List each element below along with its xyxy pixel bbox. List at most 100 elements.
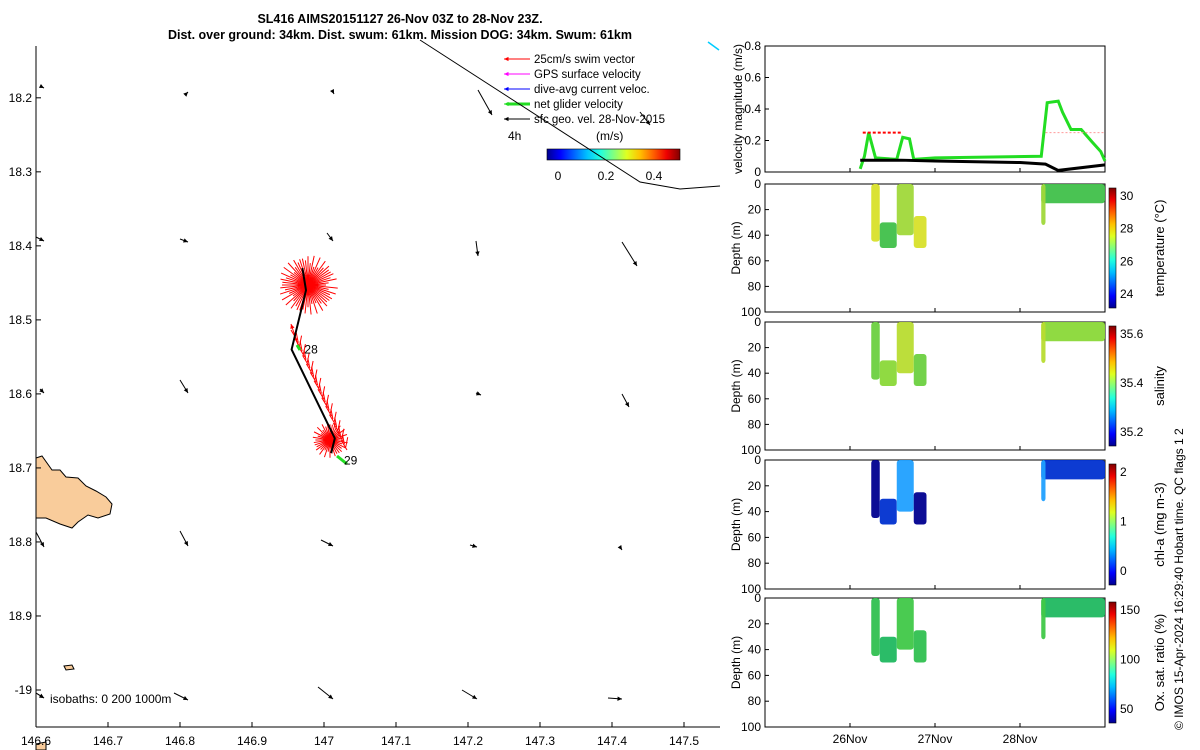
map-x-tick-label: 147.2 [453,734,483,748]
map-colorbar-tick: 0 [555,169,562,183]
geo-velocity-arrow [607,696,623,701]
island-land [35,455,113,529]
depth-tick-label: 40 [748,505,762,519]
legend-label: sfc geo. vel. 28-Nov-2015 [534,114,665,126]
colorbar-tick-label: 35.6 [1120,327,1144,341]
geo-velocity-arrow [639,111,651,126]
section-colorbar [1108,187,1117,309]
net-velocity-segment [295,344,302,351]
geo-velocity-arrow [39,84,45,89]
legend-swatch [504,116,530,122]
track-day-label: 29 [344,454,358,468]
geo-velocity-arrow [330,89,335,95]
map-x-tick-label: 147.3 [525,734,555,748]
map-x-tick-label: 147.4 [597,734,627,748]
legend-label: net glider velocity [534,99,623,111]
chart-title-line2: Dist. over ground: 34km. Dist. swum: 61k… [167,28,632,42]
section-colorbar [1108,601,1117,724]
velocity-panel-frame [764,45,1106,173]
depth-tick-label: 60 [748,392,762,406]
map-y-tick-label: 18.5 [9,313,33,327]
chart-title-line1: SL416 AIMS20151127 26-Nov 03Z to 28-Nov … [257,12,543,26]
depth-tick-label: 60 [748,668,762,682]
glider-track [290,267,336,454]
velocity-y-tick-label: 0.6 [744,71,761,85]
colorbar-tick-label: 0 [1120,564,1127,578]
geo-velocity-arrow [35,531,45,548]
depth-tick-label: 60 [748,254,762,268]
geo-velocity-line [860,158,1106,172]
section-colorbar [1108,463,1117,586]
section-data [871,322,1105,386]
colorbar-tick-label: 2 [1120,465,1127,479]
track-day-label: 28 [304,342,318,356]
section-data [871,184,1105,248]
colorbar-tick-label: 1 [1120,515,1127,529]
colorbar-label: salinity [1152,366,1167,406]
section-data [871,460,1105,525]
map-y-tick-label: 18.8 [9,535,33,549]
depth-tick-label: 40 [748,228,762,242]
isobaths-label: isobaths: 0 200 1000m [50,692,171,706]
depth-tick-label: 80 [748,556,762,570]
colorbar-tick-label: 24 [1120,287,1134,301]
geo-velocity-arrow [320,539,334,547]
depth-tick-label: 20 [748,479,762,493]
legend-swatch [504,86,530,92]
map-colorbar-label: (m/s) [596,129,623,143]
map-colorbar [546,148,681,161]
time-tick-label: 27Nov [918,732,953,746]
swim-vector-cluster [279,255,338,315]
depth-tick-label: 40 [748,643,762,657]
geo-velocity-arrow [477,89,493,116]
legend-label: 25cm/s swim vector [534,54,635,66]
map-x-tick-label: 147.1 [381,734,411,748]
legend-label: GPS surface velocity [534,69,641,81]
legend-label: dive-avg current veloc. [534,84,650,96]
depth-tick-label: 80 [748,694,762,708]
geo-velocity-arrow [183,91,189,97]
geo-velocity-arrow [35,692,45,699]
map-y-tick-label: 18.4 [9,239,33,253]
colorbar-tick-label: 100 [1120,653,1140,667]
geo-velocity-arrow [621,393,630,408]
depth-tick-label: 20 [748,341,762,355]
legend-swatch [504,56,530,62]
geo-velocity-arrow [317,686,334,700]
time-tick-label: 26Nov [833,732,868,746]
map-x-tick-label: 147.5 [669,734,699,748]
map-y-tick-label: 18.6 [9,387,33,401]
depth-tick-label: 100 [741,720,761,734]
velocity-y-tick-label: 0.8 [744,39,761,53]
map-colorbar-tick: 0.4 [646,169,663,183]
depth-axis-label: Depth (m) [729,359,743,412]
depth-tick-label: 100 [741,582,761,596]
map-y-tick-label: 18.7 [9,461,33,475]
geo-velocity-arrow [617,545,623,551]
depth-tick-label: 20 [748,617,762,631]
depth-axis-label: Depth (m) [729,221,743,274]
geo-velocity-arrow [475,240,480,257]
geo-velocity-arrow [179,530,189,547]
depth-tick-label: 60 [748,530,762,544]
depth-tick-label: 20 [748,203,762,217]
map-y-tick-label: 18.2 [9,91,33,105]
depth-tick-label: 80 [748,279,762,293]
legend-scale-label: 4h [508,129,521,143]
velocity-y-tick-label: 0.4 [744,102,761,116]
map-y-tick-label: 18.9 [9,609,33,623]
map-x-tick-label: 146.8 [165,734,195,748]
colorbar-label: Ox. sat. ratio (%) [1152,614,1167,712]
colorbar-tick-label: 35.2 [1120,425,1144,439]
net-velocity-segment [336,454,348,466]
depth-tick-label: 40 [748,366,762,380]
colorbar-tick-label: 28 [1120,222,1134,236]
geo-velocity-arrow [39,388,45,394]
map-x-tick-label: 146.7 [93,734,123,748]
depth-tick-label: 80 [748,417,762,431]
velocity-y-tick-label: 0 [754,165,761,179]
colorbar-tick-label: 35.4 [1120,376,1144,390]
net-velocity-line [858,99,1107,170]
geo-velocity-arrow [179,238,189,243]
